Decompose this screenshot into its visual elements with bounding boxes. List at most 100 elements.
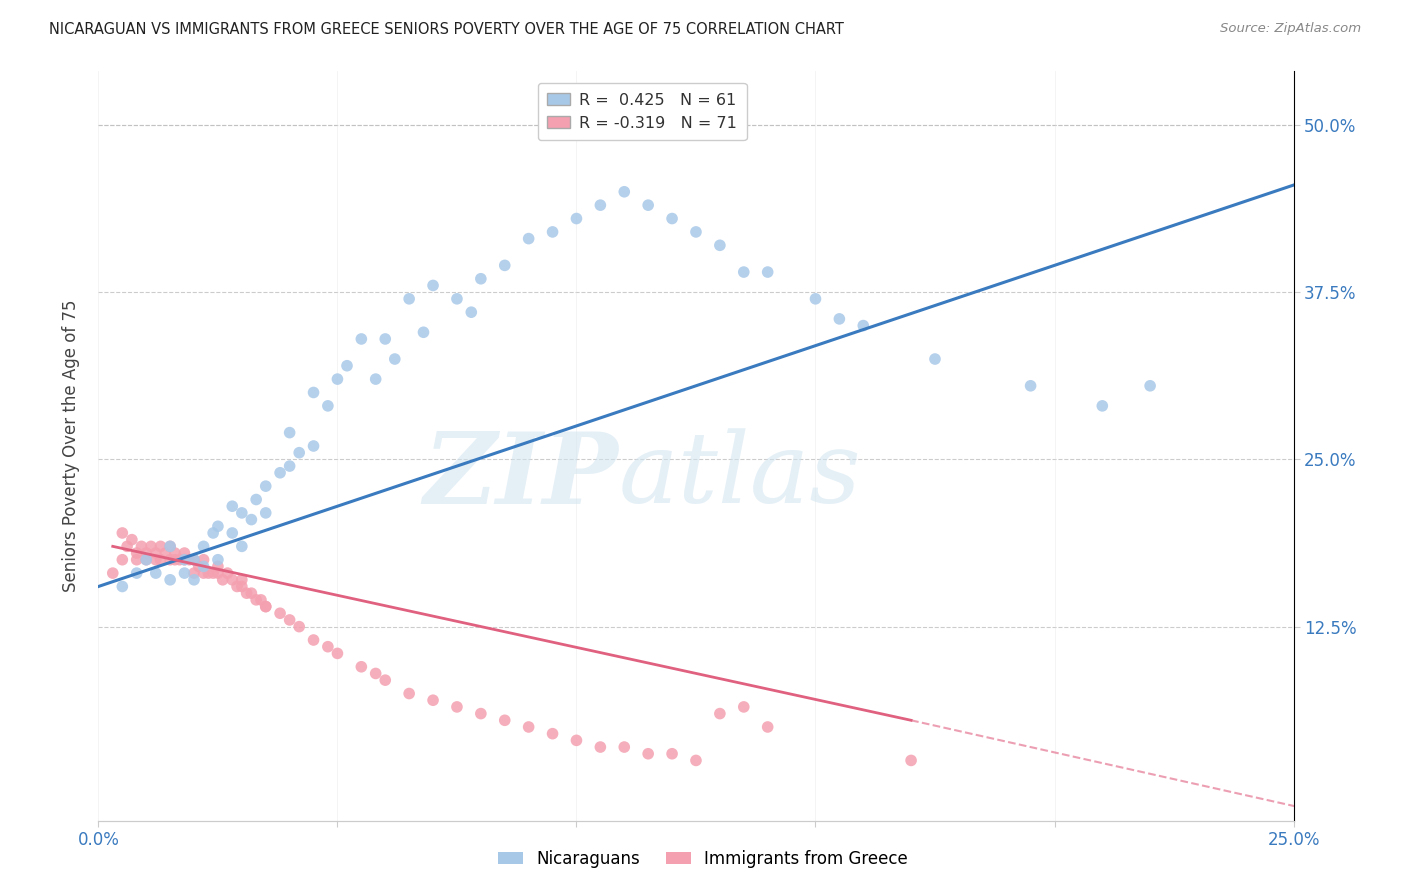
Point (517, 720, 540, 734)
Point (163, 546, 186, 560)
Point (131, 539, 153, 553)
Point (336, 359, 359, 373)
Point (155, 546, 177, 560)
Point (221, 500, 243, 514)
Point (145, 546, 167, 560)
Point (541, 726, 564, 740)
Point (350, 332, 373, 346)
Point (288, 620, 311, 634)
Text: atlas: atlas (619, 428, 860, 524)
Point (159, 539, 181, 553)
Point (111, 526, 134, 541)
Point (231, 573, 253, 587)
Point (197, 566, 219, 581)
Point (135, 546, 157, 560)
Point (159, 573, 181, 587)
Point (183, 553, 205, 567)
Point (900, 753, 922, 767)
Point (207, 519, 229, 533)
Point (254, 599, 277, 614)
Point (302, 439, 325, 453)
Point (193, 566, 215, 581)
Point (149, 553, 172, 567)
Point (254, 506, 277, 520)
Legend: R =  0.425   N = 61, R = -0.319   N = 71: R = 0.425 N = 61, R = -0.319 N = 71 (537, 83, 747, 140)
Text: Source: ZipAtlas.com: Source: ZipAtlas.com (1220, 22, 1361, 36)
Text: NICARAGUAN VS IMMIGRANTS FROM GREECE SENIORS POVERTY OVER THE AGE OF 75 CORRELAT: NICARAGUAN VS IMMIGRANTS FROM GREECE SEN… (49, 22, 844, 37)
Point (235, 586, 257, 600)
Point (613, 185, 636, 199)
Point (804, 292, 827, 306)
Point (364, 666, 387, 681)
Point (384, 352, 406, 367)
Point (756, 720, 779, 734)
Point (326, 646, 349, 660)
Point (163, 553, 186, 567)
Point (398, 687, 420, 701)
Point (269, 607, 291, 621)
Point (685, 753, 707, 767)
Point (135, 553, 157, 567)
Point (709, 238, 731, 252)
Point (217, 566, 239, 581)
Point (589, 198, 612, 212)
Point (231, 506, 253, 520)
Point (1019, 379, 1042, 393)
Point (159, 539, 181, 553)
Point (207, 559, 229, 574)
Point (374, 332, 396, 346)
Point (254, 479, 277, 493)
Point (364, 372, 387, 386)
Point (193, 553, 215, 567)
Point (637, 747, 659, 761)
Point (852, 318, 875, 333)
Point (169, 553, 191, 567)
Point (183, 566, 205, 581)
Point (111, 553, 134, 567)
Point (733, 265, 755, 279)
Point (733, 699, 755, 714)
Point (316, 399, 339, 413)
Point (1139, 379, 1161, 393)
Point (302, 385, 325, 400)
Point (470, 706, 492, 721)
Point (637, 198, 659, 212)
Point (145, 553, 167, 567)
Point (288, 446, 311, 460)
Point (193, 559, 215, 574)
Point (115, 539, 138, 553)
Point (1091, 399, 1114, 413)
Point (460, 305, 482, 319)
Point (924, 352, 946, 367)
Point (326, 372, 349, 386)
Point (240, 512, 263, 526)
Point (350, 660, 373, 674)
Point (202, 526, 225, 541)
Point (494, 259, 516, 273)
Point (139, 539, 162, 553)
Point (231, 539, 253, 553)
Point (101, 566, 124, 581)
Point (517, 232, 540, 246)
Legend: Nicaraguans, Immigrants from Greece: Nicaraguans, Immigrants from Greece (492, 844, 914, 875)
Point (111, 580, 134, 594)
Point (173, 546, 195, 560)
Point (661, 211, 683, 226)
Point (121, 533, 143, 547)
Point (756, 265, 779, 279)
Point (179, 553, 201, 567)
Y-axis label: Seniors Poverty Over the Age of 75: Seniors Poverty Over the Age of 75 (62, 300, 80, 592)
Point (613, 740, 636, 755)
Point (125, 546, 148, 560)
Point (269, 466, 291, 480)
Point (302, 633, 325, 648)
Point (183, 573, 205, 587)
Point (173, 553, 195, 567)
Point (187, 559, 209, 574)
Point (316, 640, 339, 654)
Point (446, 292, 468, 306)
Point (565, 211, 588, 226)
Point (589, 740, 612, 755)
Point (221, 573, 243, 587)
Point (245, 492, 267, 507)
